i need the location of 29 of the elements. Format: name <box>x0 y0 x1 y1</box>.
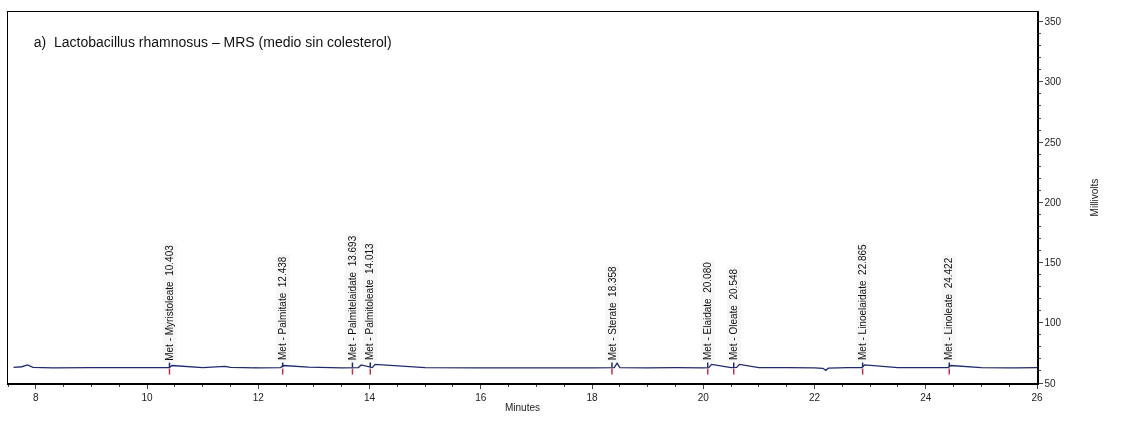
x-axis-title: Minutes <box>504 401 541 413</box>
annotation: Met - Linoelaidate 22.865 <box>857 243 869 360</box>
y-tick-label: 150 <box>1044 257 1062 269</box>
annotation: Met - Linoleate 24.422 <box>943 257 955 361</box>
x-tick-label: 8 <box>33 391 40 403</box>
x-tick-label: 10 <box>141 391 154 403</box>
annotation: Met - Sterate 18.358 <box>606 265 618 361</box>
y-tick-label: 300 <box>1044 76 1062 88</box>
y-tick-label: 50 <box>1044 377 1057 389</box>
text: a) Lactobacillus rhamnosus – MRS (medio sin colesterol) <box>33 34 392 51</box>
annotation: Met - Oleate 20.548 <box>728 268 740 361</box>
y-tick-label: 250 <box>1044 136 1062 148</box>
annotation: Met - Palmitate 12.438 <box>277 256 289 360</box>
y-axis-title: Millivolts <box>1088 178 1100 217</box>
x-tick-label: 14 <box>363 391 376 403</box>
y-tick-label: 100 <box>1044 317 1062 329</box>
annotation: Met - Palmitoleate 14.013 <box>364 242 376 361</box>
y-tick-label: 200 <box>1044 196 1062 208</box>
x-tick-label: 24 <box>920 391 932 403</box>
x-tick-label: 20 <box>697 391 710 403</box>
x-tick-label: 12 <box>252 391 265 403</box>
x-tick-label: 18 <box>586 391 599 403</box>
x-tick-label: 22 <box>808 391 821 403</box>
x-tick-label: 16 <box>475 391 487 403</box>
annotation: Met - Elaidate 20.080 <box>702 261 714 361</box>
annotation: Met - Palmitelaidate 13.693 <box>346 235 358 361</box>
x-tick-label: 26 <box>1031 391 1043 403</box>
y-tick-label: 350 <box>1044 16 1062 28</box>
annotation: Met - Myristoleate 10.403 <box>164 244 176 361</box>
